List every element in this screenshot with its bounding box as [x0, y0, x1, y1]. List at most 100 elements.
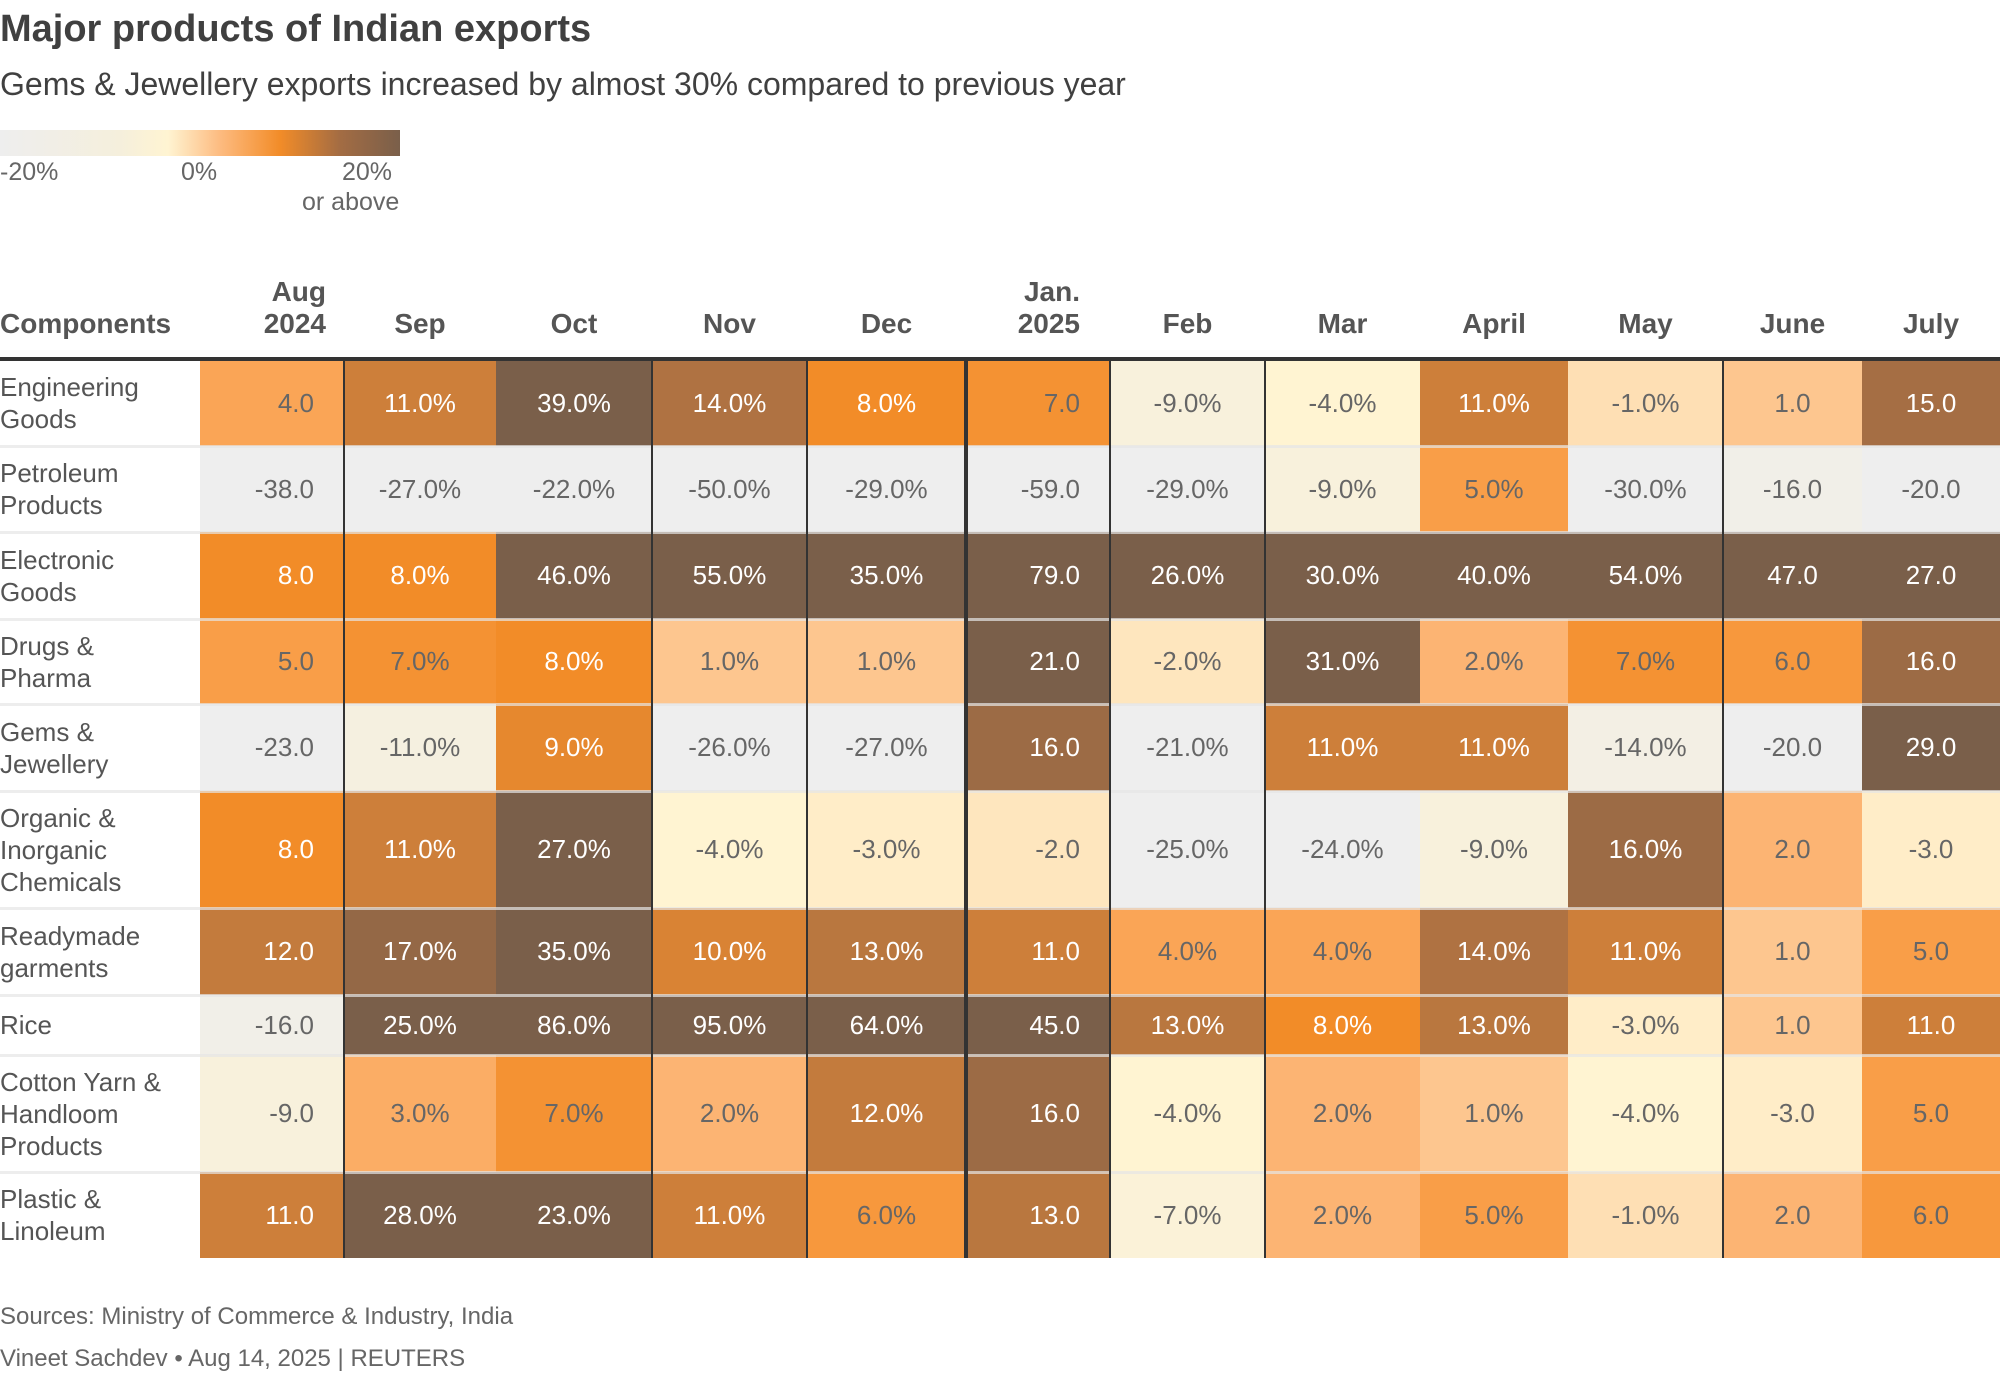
heatmap-cell: -50.0%	[652, 446, 807, 532]
heatmap-cell: 55.0%	[652, 532, 807, 619]
heatmap-cell: 7.0	[966, 360, 1110, 446]
row-label-line: Drugs &	[0, 630, 94, 661]
heatmap-cell: -9.0%	[1110, 360, 1265, 446]
heatmap-cell: 46.0%	[496, 532, 652, 619]
heatmap-cell: 8.0	[200, 791, 344, 908]
heatmap-cell: -20.0	[1862, 446, 2000, 532]
row-label-text: Petroleum Products	[0, 457, 119, 521]
column-header-line: Jan.	[1023, 276, 1080, 307]
heatmap-cell: 35.0%	[496, 908, 652, 995]
heatmap-cell: -27.0%	[807, 704, 966, 791]
row-separator	[0, 790, 2000, 793]
column-header-line: Dec	[860, 308, 913, 339]
row-label-line: garments	[0, 952, 109, 983]
row-label-text: Readymade garments	[0, 920, 140, 984]
heatmap-cell: -3.0%	[807, 791, 966, 908]
row-separator	[0, 1054, 2000, 1057]
heatmap-cell: 12.0	[200, 908, 344, 995]
heatmap-cell: -7.0%	[1110, 1172, 1265, 1258]
row-label-line: Plastic &	[0, 1184, 102, 1214]
heatmap-cell: -26.0%	[652, 704, 807, 791]
heatmap-cell: 1.0%	[1420, 1055, 1568, 1172]
heatmap-cell: 30.0%	[1265, 532, 1420, 619]
heatmap-cell: 11.0	[1862, 995, 2000, 1055]
heatmap-cell: 79.0	[966, 532, 1110, 619]
heatmap-cell: 11.0	[200, 1172, 344, 1258]
row-label-line: Goods	[0, 576, 77, 607]
heatmap-cell: 5.0	[1862, 1055, 2000, 1172]
row-label: Gems & Jewellery	[0, 704, 108, 791]
row-label-line: Petroleum	[0, 458, 119, 488]
row-label: Plastic & Linoleum	[0, 1172, 106, 1258]
heatmap-cell: 45.0	[966, 995, 1110, 1055]
heatmap-cell: 5.0%	[1420, 446, 1568, 532]
heatmap-cell: 1.0	[1723, 908, 1862, 995]
heatmap-cell: 11.0	[966, 908, 1110, 995]
column-header: Nov	[652, 308, 807, 340]
row-label: Rice	[0, 995, 52, 1055]
heatmap-cell: -27.0%	[344, 446, 496, 532]
heatmap-cell: 8.0%	[496, 619, 652, 704]
heatmap-cell: -9.0%	[1420, 791, 1568, 908]
heatmap-cell: 25.0%	[344, 995, 496, 1055]
heatmap-cell: 17.0%	[344, 908, 496, 995]
heatmap-cell: -4.0%	[1568, 1055, 1723, 1172]
column-header-line: Oct	[550, 308, 598, 339]
row-label-line: Engineering	[0, 372, 139, 402]
heatmap-cell: -29.0%	[1110, 446, 1265, 532]
heatmap-cell: -3.0%	[1568, 995, 1723, 1055]
header-rule	[0, 357, 2000, 361]
heatmap-cell: 2.0%	[1420, 619, 1568, 704]
column-divider	[343, 360, 345, 1258]
heatmap-cell: 1.0%	[652, 619, 807, 704]
column-divider	[1264, 360, 1266, 1258]
heatmap-cell: -38.0	[200, 446, 344, 532]
heatmap-cell: -1.0%	[1568, 360, 1723, 446]
heatmap-cell: 13.0%	[1420, 995, 1568, 1055]
heatmap-cell: -20.0	[1723, 704, 1862, 791]
heatmap-cell: 2.0	[1723, 791, 1862, 908]
heatmap-cell: 11.0%	[344, 791, 496, 908]
heatmap-cell: 35.0%	[807, 532, 966, 619]
heatmap-cell: 40.0%	[1420, 532, 1568, 619]
heatmap-cell: 39.0%	[496, 360, 652, 446]
heatmap-cell: 95.0%	[652, 995, 807, 1055]
heatmap-cell: 7.0%	[1568, 619, 1723, 704]
row-label: Cotton Yarn & Handloom Products	[0, 1055, 161, 1172]
heatmap-cell: 13.0	[966, 1172, 1110, 1258]
heatmap-cell: 16.0%	[1568, 791, 1723, 908]
heatmap-cell: 5.0%	[1420, 1172, 1568, 1258]
heatmap-cell: 10.0%	[652, 908, 807, 995]
row-label-line: Gems &	[0, 716, 94, 747]
heatmap-cell: 7.0%	[344, 619, 496, 704]
heatmap-cell: 29.0	[1862, 704, 2000, 791]
heatmap-cell: 8.0%	[1265, 995, 1420, 1055]
column-header: Feb	[1110, 308, 1265, 340]
row-label: Organic & Inorganic Chemicals	[0, 791, 121, 908]
heatmap-cell: -59.0	[966, 446, 1110, 532]
heatmap-cell: 27.0	[1862, 532, 2000, 619]
heatmap-cell: -3.0	[1723, 1055, 1862, 1172]
heatmap-cell: -16.0	[200, 995, 344, 1055]
column-header-line: June	[1759, 308, 1826, 339]
heatmap-cell: 11.0%	[344, 360, 496, 446]
column-header-line: April	[1462, 308, 1526, 339]
column-divider	[651, 360, 653, 1258]
heatmap-cell: 16.0	[1862, 619, 2000, 704]
column-header: Mar	[1265, 308, 1420, 340]
column-header-line: 2025	[1017, 308, 1080, 339]
row-label: Engineering Goods	[0, 360, 139, 446]
heatmap-cell: 11.0%	[1568, 908, 1723, 995]
row-separator	[0, 907, 2000, 910]
heatmap-cell: 3.0%	[344, 1055, 496, 1172]
row-label-line: Electronic	[0, 544, 115, 575]
heatmap-cell: 13.0%	[807, 908, 966, 995]
column-header: June	[1723, 308, 1862, 340]
heatmap-cell: -2.0%	[1110, 619, 1265, 704]
heatmap-cell: 28.0%	[344, 1172, 496, 1258]
chart-subtitle: Gems & Jewellery exports increased by al…	[0, 66, 1126, 102]
heatmap-cell: 47.0	[1723, 532, 1862, 619]
heatmap-cell: 8.0	[200, 532, 344, 619]
legend-mid-label: 0%	[181, 158, 218, 186]
heatmap-cell: -14.0%	[1568, 704, 1723, 791]
